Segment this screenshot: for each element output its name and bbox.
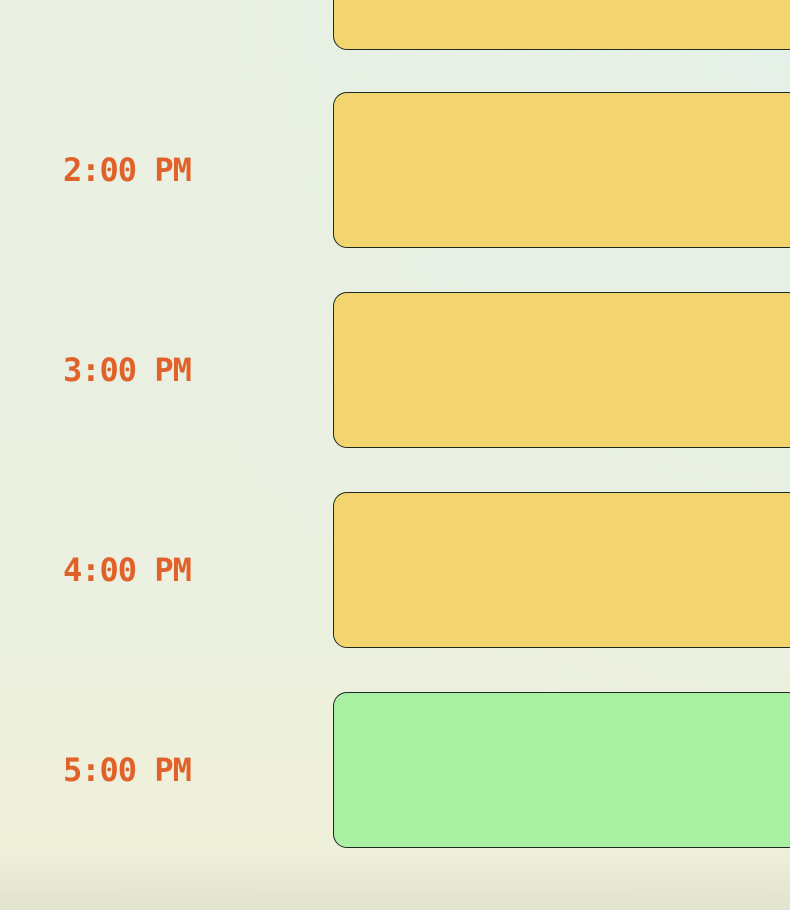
time-slot-label: 3:00 PM xyxy=(63,351,192,389)
time-slot-block[interactable] xyxy=(333,292,790,448)
time-slot-block[interactable] xyxy=(333,692,790,848)
time-slot-label: 2:00 PM xyxy=(63,151,192,189)
time-slot-block[interactable] xyxy=(333,0,790,50)
time-slot-block[interactable] xyxy=(333,92,790,248)
time-slot-label: 5:00 PM xyxy=(63,751,192,789)
time-slot-block[interactable] xyxy=(333,492,790,648)
time-slot-label: 4:00 PM xyxy=(63,551,192,589)
